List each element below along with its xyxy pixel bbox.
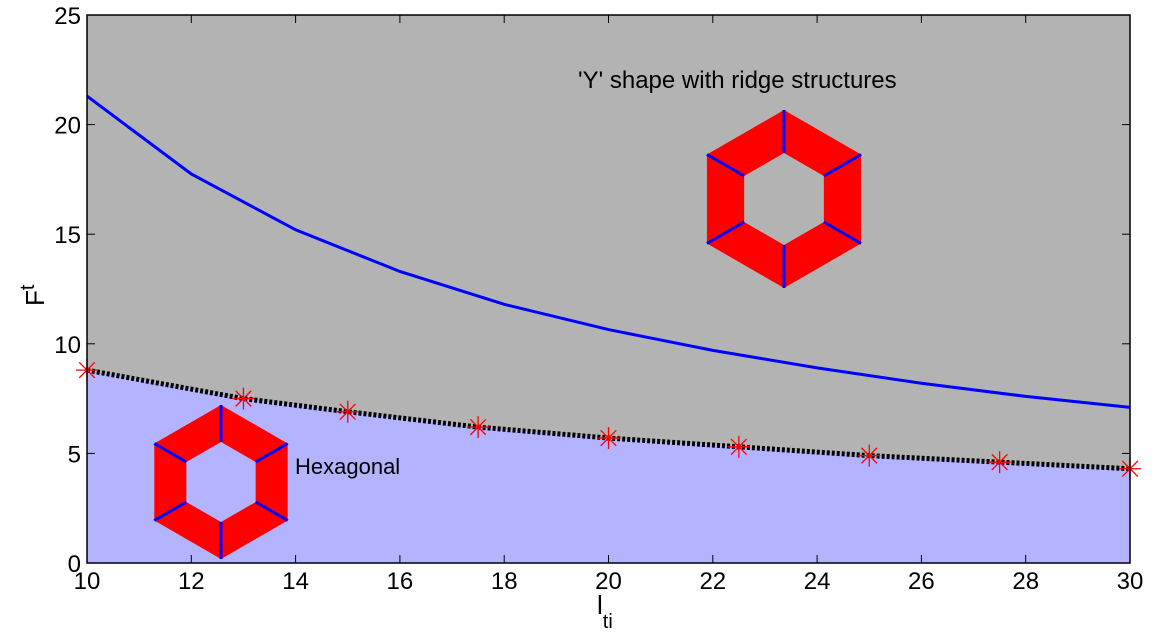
y-tick-label: 0 (68, 551, 81, 578)
x-tick-label: 24 (804, 568, 831, 595)
x-tick-label: 22 (699, 568, 726, 595)
star-marker (597, 427, 620, 450)
star-stroke (991, 453, 1008, 471)
series-line (86, 94, 1131, 409)
ridge-line (706, 220, 745, 245)
y-label-sub: t (17, 284, 39, 290)
star-stroke (235, 390, 252, 407)
ridge-line (706, 153, 745, 178)
x-tick-label: 26 (908, 568, 935, 595)
y-tick-label: 5 (68, 441, 81, 468)
x-label-sub: ti (603, 611, 613, 633)
ridge-line (823, 153, 862, 178)
x-tick-label: 16 (387, 568, 414, 595)
x-tick-label: 18 (491, 568, 518, 595)
ridge-line (153, 442, 188, 464)
star-stroke (469, 418, 487, 436)
ridge-line (153, 500, 188, 522)
hexagon-ring (154, 405, 288, 559)
annotation: Hexagonal (295, 454, 400, 479)
annotation: 'Y' shape with ridge structures (578, 67, 897, 94)
x-tick-label: 10 (74, 568, 101, 595)
x-tick-label: 14 (282, 568, 309, 595)
y-tick-label: 25 (54, 3, 81, 30)
x-tick-label: 20 (595, 568, 622, 595)
star-marker (232, 387, 255, 410)
y-label-main: F (20, 290, 50, 306)
x-axis-label: lti (597, 590, 613, 633)
x-tick-label: 30 (1117, 568, 1144, 595)
hexagon-icon (706, 110, 862, 288)
star-marker (336, 400, 359, 423)
y-axis-label: Ft (17, 284, 50, 306)
ridge-line (254, 500, 289, 522)
ridge-line (823, 220, 862, 245)
ridge-line (254, 442, 289, 464)
y-tick-label: 10 (54, 332, 81, 359)
star-marker (858, 444, 881, 467)
hexagon-icon (153, 405, 289, 559)
y-tick-label: 15 (54, 222, 81, 249)
star-marker (727, 435, 750, 458)
x-label-main: l (597, 590, 603, 620)
star-stroke (861, 447, 878, 464)
x-tick-label: 12 (178, 568, 205, 595)
hexagon-ring (706, 110, 862, 288)
star-stroke (339, 403, 356, 420)
star-marker (467, 416, 490, 439)
star-stroke (600, 429, 617, 447)
x-tick-label: 28 (1012, 568, 1039, 595)
star-stroke (730, 438, 748, 456)
star-marker (988, 451, 1011, 474)
y-tick-label: 20 (54, 113, 81, 140)
